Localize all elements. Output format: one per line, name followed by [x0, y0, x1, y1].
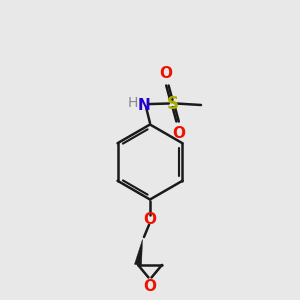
Text: O: O: [172, 126, 186, 141]
Text: O: O: [143, 279, 157, 294]
Text: S: S: [167, 94, 178, 112]
Text: N: N: [138, 98, 150, 112]
Text: H: H: [128, 96, 138, 110]
Polygon shape: [134, 239, 142, 266]
Text: O: O: [159, 66, 172, 81]
Text: O: O: [143, 212, 157, 227]
